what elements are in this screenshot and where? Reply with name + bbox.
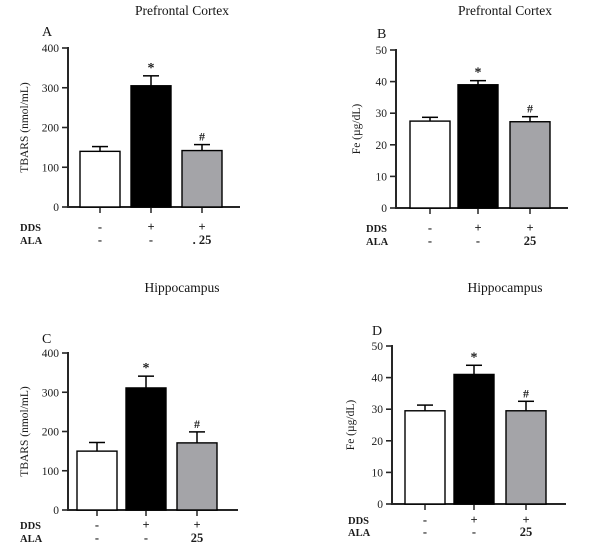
y-tick-label: 300 bbox=[42, 83, 60, 95]
y-tick-label: 10 bbox=[372, 467, 384, 479]
y-axis-label: Fe (µg/dL) bbox=[351, 104, 363, 155]
bar-black bbox=[125, 387, 167, 511]
y-tick-label: 0 bbox=[53, 202, 59, 214]
row-label-ala: ALA bbox=[20, 236, 43, 247]
y-tick-label: 30 bbox=[372, 404, 384, 416]
bar-gray bbox=[505, 410, 547, 505]
row-label-dds: DDS bbox=[20, 223, 41, 234]
panel-letter: C bbox=[42, 332, 52, 347]
row-value: . 25 bbox=[193, 233, 212, 247]
panel-title: Prefrontal Cortex bbox=[134, 3, 230, 18]
significance-marker: * bbox=[471, 350, 478, 365]
significance-marker: * bbox=[148, 61, 155, 76]
y-tick-label: 0 bbox=[377, 499, 383, 511]
row-value: - bbox=[428, 234, 432, 248]
y-tick-label: 10 bbox=[376, 171, 388, 183]
row-value: - bbox=[98, 220, 102, 234]
row-value: - bbox=[428, 221, 432, 235]
y-tick-label: 200 bbox=[42, 427, 60, 439]
panel-d: Hippocampus D 0 10 20 30 40 50 Fe (µg/dL) * # DDS… bbox=[308, 273, 616, 546]
bar-black bbox=[457, 84, 499, 209]
row-value: - bbox=[95, 531, 99, 545]
y-tick-label: 0 bbox=[53, 505, 59, 517]
y-tick-label: 400 bbox=[42, 43, 60, 55]
significance-marker: * bbox=[143, 361, 150, 376]
panel-title: Hippocampus bbox=[467, 280, 543, 295]
y-axis-label: TBARS (nmol/mL) bbox=[19, 82, 31, 173]
y-tick-label: 40 bbox=[372, 373, 384, 385]
row-value: - bbox=[149, 233, 153, 247]
panel-letter: D bbox=[372, 324, 383, 339]
row-value: - bbox=[144, 531, 148, 545]
row-value: - bbox=[476, 234, 480, 248]
panel-letter: A bbox=[42, 25, 53, 40]
bar-white bbox=[409, 120, 451, 209]
y-tick-label: 50 bbox=[372, 341, 384, 353]
y-tick-label: 0 bbox=[381, 203, 387, 215]
panel-letter: B bbox=[377, 27, 387, 42]
bar-black bbox=[453, 373, 495, 505]
significance-marker: # bbox=[527, 102, 533, 116]
row-value: - bbox=[423, 513, 427, 527]
significance-marker: # bbox=[199, 130, 205, 144]
y-tick-label: 100 bbox=[42, 162, 60, 174]
y-tick-label: 20 bbox=[376, 140, 388, 152]
significance-marker: # bbox=[194, 417, 200, 431]
row-label-dds: DDS bbox=[348, 516, 369, 527]
bar-white bbox=[404, 410, 446, 505]
bar-gray bbox=[176, 442, 218, 511]
row-value: + bbox=[526, 221, 533, 235]
y-axis-label: TBARS (nmol/mL) bbox=[19, 386, 31, 477]
row-value: - bbox=[472, 525, 476, 539]
row-label-ala: ALA bbox=[348, 528, 371, 539]
row-value: + bbox=[147, 220, 154, 234]
row-value: + bbox=[142, 518, 149, 532]
y-tick-label: 200 bbox=[42, 123, 60, 135]
y-tick-label: 300 bbox=[42, 387, 60, 399]
row-label-dds: DDS bbox=[366, 224, 387, 235]
row-label-ala: ALA bbox=[20, 534, 43, 545]
y-tick-label: 40 bbox=[376, 77, 388, 89]
row-value: 25 bbox=[524, 234, 537, 248]
row-value: + bbox=[193, 518, 200, 532]
panel-c: Hippocampus C 0 100 200 300 400 TBARS (nmol/m… bbox=[0, 273, 308, 546]
bar-black bbox=[130, 85, 172, 208]
bar-white bbox=[79, 150, 121, 208]
significance-marker: * bbox=[475, 66, 482, 81]
y-tick-label: 50 bbox=[376, 45, 388, 57]
row-value: - bbox=[423, 525, 427, 539]
panel-a: Prefrontal Cortex A 0 100 200 300 400 TBARS (… bbox=[0, 0, 308, 273]
row-label-ala: ALA bbox=[366, 237, 389, 248]
row-value: + bbox=[198, 220, 205, 234]
bar-gray bbox=[509, 121, 551, 209]
row-value: - bbox=[98, 233, 102, 247]
y-tick-label: 20 bbox=[372, 436, 384, 448]
row-label-dds: DDS bbox=[20, 521, 41, 532]
bar-gray bbox=[181, 149, 223, 208]
y-tick-label: 100 bbox=[42, 466, 60, 478]
y-tick-label: 400 bbox=[42, 348, 60, 360]
row-value: 25 bbox=[191, 531, 204, 545]
row-value: - bbox=[95, 518, 99, 532]
row-value: + bbox=[522, 513, 529, 527]
row-value: 25 bbox=[520, 525, 533, 539]
row-value: + bbox=[474, 221, 481, 235]
y-tick-label: 30 bbox=[376, 108, 388, 120]
panel-b: Prefrontal Cortex B 0 10 20 30 40 50 Fe (µg/dL… bbox=[308, 0, 616, 273]
bar-white bbox=[76, 450, 118, 511]
significance-marker: # bbox=[523, 386, 529, 400]
panel-title: Prefrontal Cortex bbox=[457, 3, 553, 18]
row-value: + bbox=[470, 513, 477, 527]
y-axis-label: Fe (µg/dL) bbox=[345, 400, 357, 451]
panel-title: Hippocampus bbox=[144, 280, 220, 295]
